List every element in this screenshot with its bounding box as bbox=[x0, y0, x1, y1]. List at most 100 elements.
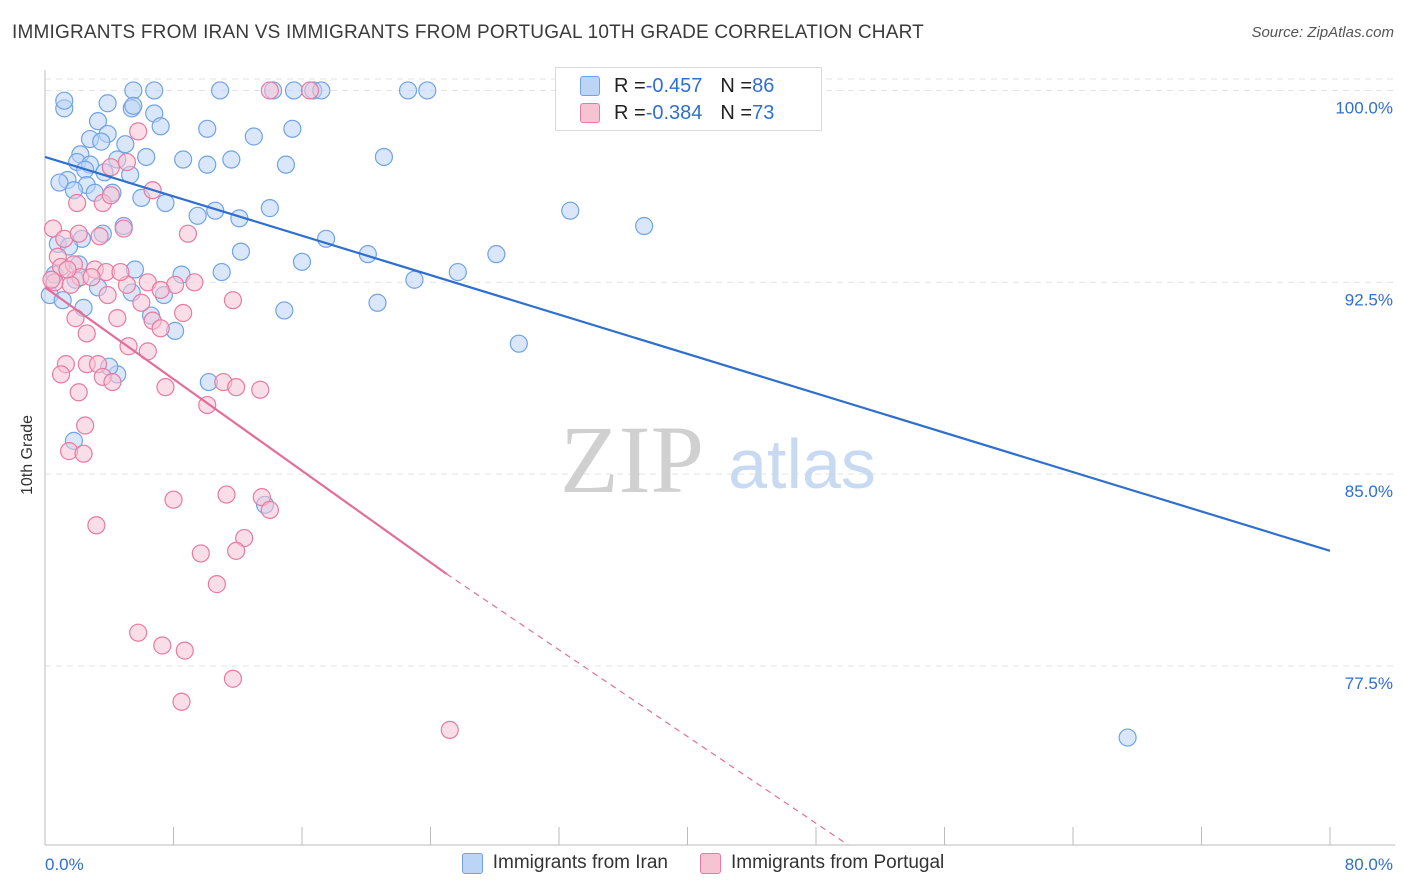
data-point bbox=[175, 641, 194, 660]
data-point bbox=[418, 81, 437, 100]
legend-item-iran[interactable]: Immigrants from Iran bbox=[461, 852, 668, 874]
data-point bbox=[207, 575, 226, 594]
data-point bbox=[42, 270, 61, 289]
data-point bbox=[227, 378, 246, 397]
data-point bbox=[76, 416, 95, 435]
data-point bbox=[283, 119, 302, 138]
data-point bbox=[185, 273, 204, 292]
data-point bbox=[509, 334, 528, 353]
legend-n-label: N = bbox=[720, 74, 753, 97]
data-point bbox=[156, 193, 175, 213]
x-tick-label: 80.0% bbox=[1345, 855, 1393, 874]
data-point bbox=[145, 81, 164, 100]
data-point bbox=[98, 94, 117, 113]
data-point bbox=[191, 544, 210, 563]
data-point bbox=[260, 500, 279, 520]
data-point bbox=[561, 201, 580, 220]
data-point bbox=[227, 541, 246, 560]
data-point bbox=[235, 528, 254, 548]
data-point bbox=[487, 245, 506, 264]
data-point bbox=[178, 224, 198, 243]
data-point bbox=[260, 81, 279, 100]
data-point bbox=[217, 485, 236, 504]
data-point bbox=[198, 119, 217, 138]
trend-line-1 bbox=[44, 286, 448, 575]
tick-labels: 77.5% 85.0% 92.5% 100.0% 0.0% 80.0% bbox=[45, 98, 1393, 874]
data-point bbox=[635, 216, 654, 236]
legend-row-iran: R = -0.457 N = 86 bbox=[580, 73, 774, 99]
legend-r-value-portugal: -0.384 bbox=[645, 101, 703, 124]
data-point bbox=[88, 112, 108, 131]
data-point bbox=[448, 262, 467, 282]
data-point bbox=[114, 219, 133, 238]
data-point bbox=[68, 193, 87, 213]
data-point bbox=[50, 173, 69, 192]
data-point bbox=[92, 132, 111, 151]
data-point bbox=[77, 324, 96, 343]
x-tick-label: 0.0% bbox=[45, 855, 84, 874]
data-point bbox=[90, 227, 109, 246]
data-point bbox=[174, 303, 193, 323]
data-point bbox=[374, 147, 394, 167]
legend-swatch-iran bbox=[580, 76, 600, 96]
data-point bbox=[101, 186, 120, 205]
trend-line-0 bbox=[44, 155, 1331, 552]
legend-r-label: R = bbox=[614, 101, 646, 124]
data-point bbox=[129, 623, 148, 642]
data-point bbox=[103, 372, 122, 392]
data-point bbox=[61, 275, 80, 294]
data-point bbox=[440, 720, 459, 740]
data-point bbox=[284, 81, 304, 100]
data-point bbox=[172, 692, 191, 711]
data-point bbox=[316, 229, 336, 248]
data-point bbox=[231, 242, 251, 261]
data-point bbox=[151, 117, 170, 136]
data-point bbox=[1118, 728, 1137, 747]
chart-title: IMMIGRANTS FROM IRAN VS IMMIGRANTS FROM … bbox=[12, 22, 924, 43]
data-point bbox=[51, 365, 71, 384]
grid-lines bbox=[45, 78, 1395, 667]
data-point bbox=[69, 224, 88, 243]
data-point bbox=[124, 81, 143, 100]
data-point bbox=[260, 199, 279, 218]
data-point bbox=[223, 291, 243, 310]
legend-item-portugal[interactable]: Immigrants from Portugal bbox=[699, 852, 945, 874]
data-point bbox=[174, 150, 193, 169]
data-point bbox=[151, 319, 170, 338]
data-point bbox=[222, 150, 241, 169]
trend-lines bbox=[44, 155, 1331, 846]
data-point bbox=[276, 155, 296, 174]
data-point bbox=[405, 270, 424, 289]
data-point bbox=[108, 309, 127, 328]
data-point bbox=[198, 155, 217, 174]
data-point bbox=[151, 280, 170, 300]
data-point bbox=[223, 669, 243, 688]
data-point bbox=[292, 252, 312, 271]
trend-line-extension-1 bbox=[446, 573, 849, 846]
data-point bbox=[210, 81, 230, 100]
data-point bbox=[82, 268, 101, 287]
source-label: Source: ZipAtlas.com bbox=[1251, 24, 1394, 41]
legend-r-value-iran: -0.457 bbox=[645, 74, 703, 97]
data-point bbox=[368, 293, 387, 312]
legend-n-label: N = bbox=[720, 101, 753, 124]
data-point bbox=[300, 81, 320, 100]
legend-row-portugal: R = -0.384 N = 73 bbox=[580, 100, 774, 126]
data-point bbox=[124, 96, 143, 115]
watermark-zip: ZIP bbox=[560, 406, 704, 513]
y-tick-label: 85.0% bbox=[1345, 482, 1393, 501]
data-point bbox=[58, 260, 77, 279]
data-point bbox=[116, 135, 135, 154]
data-point bbox=[132, 293, 151, 312]
legend-n-value-portugal: 73 bbox=[752, 101, 775, 124]
data-point bbox=[244, 127, 263, 146]
data-point bbox=[156, 378, 175, 397]
y-tick-label: 100.0% bbox=[1335, 98, 1393, 117]
watermark: ZIP atlas bbox=[560, 406, 876, 513]
legend-label-portugal: Immigrants from Portugal bbox=[730, 852, 945, 873]
legend-r-label: R = bbox=[614, 74, 646, 97]
data-point bbox=[101, 158, 120, 177]
watermark-atlas: atlas bbox=[728, 425, 876, 503]
data-point bbox=[74, 444, 93, 463]
